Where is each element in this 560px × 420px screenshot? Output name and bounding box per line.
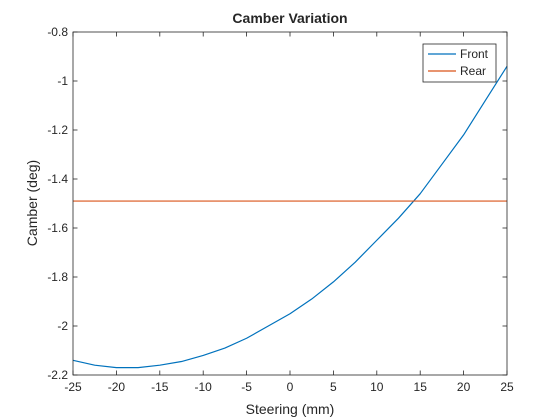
series-line-front: [72, 65, 508, 369]
series-layer: [72, 65, 508, 369]
x-tick-label: -25: [64, 380, 82, 394]
x-axis-label: Steering (mm): [246, 401, 335, 417]
legend-front-label: Front: [460, 47, 489, 61]
x-tick-label: 20: [457, 380, 471, 394]
y-tick-label: -1.2: [47, 123, 68, 137]
x-tick-label: 0: [287, 380, 294, 394]
y-axis-label: Camber (deg): [24, 160, 40, 246]
ticks-layer: -25 -20 -15 -10 -5 0 5 10 15 20 25 -2.2 -2 -1.8 -1.6 -1…: [47, 25, 514, 394]
y-tick-label: -0.8: [47, 25, 68, 39]
x-tick-label: 15: [414, 380, 428, 394]
x-tick-label: 25: [500, 380, 514, 394]
x-tick-label: 10: [370, 380, 384, 394]
legend-rear-label: Rear: [460, 64, 486, 78]
legend: Front Rear: [422, 43, 497, 83]
x-tick-label: -10: [195, 380, 213, 394]
y-tick-label: -1.8: [47, 270, 68, 284]
chart-title: Camber Variation: [232, 10, 347, 26]
x-tick-label: -15: [151, 380, 169, 394]
plot-area: [73, 32, 507, 375]
y-tick-label: -1.4: [47, 172, 68, 186]
legend-box: [422, 43, 497, 83]
y-tick-label: -1.6: [47, 221, 68, 235]
y-tick-label: -2.2: [47, 368, 68, 382]
x-tick-label: 5: [330, 380, 337, 394]
y-tick-label: -1: [57, 74, 68, 88]
x-tick-label: -5: [241, 380, 252, 394]
axes-box: [72, 31, 508, 376]
y-tick-label: -2: [57, 319, 68, 333]
x-tick-label: -20: [108, 380, 126, 394]
